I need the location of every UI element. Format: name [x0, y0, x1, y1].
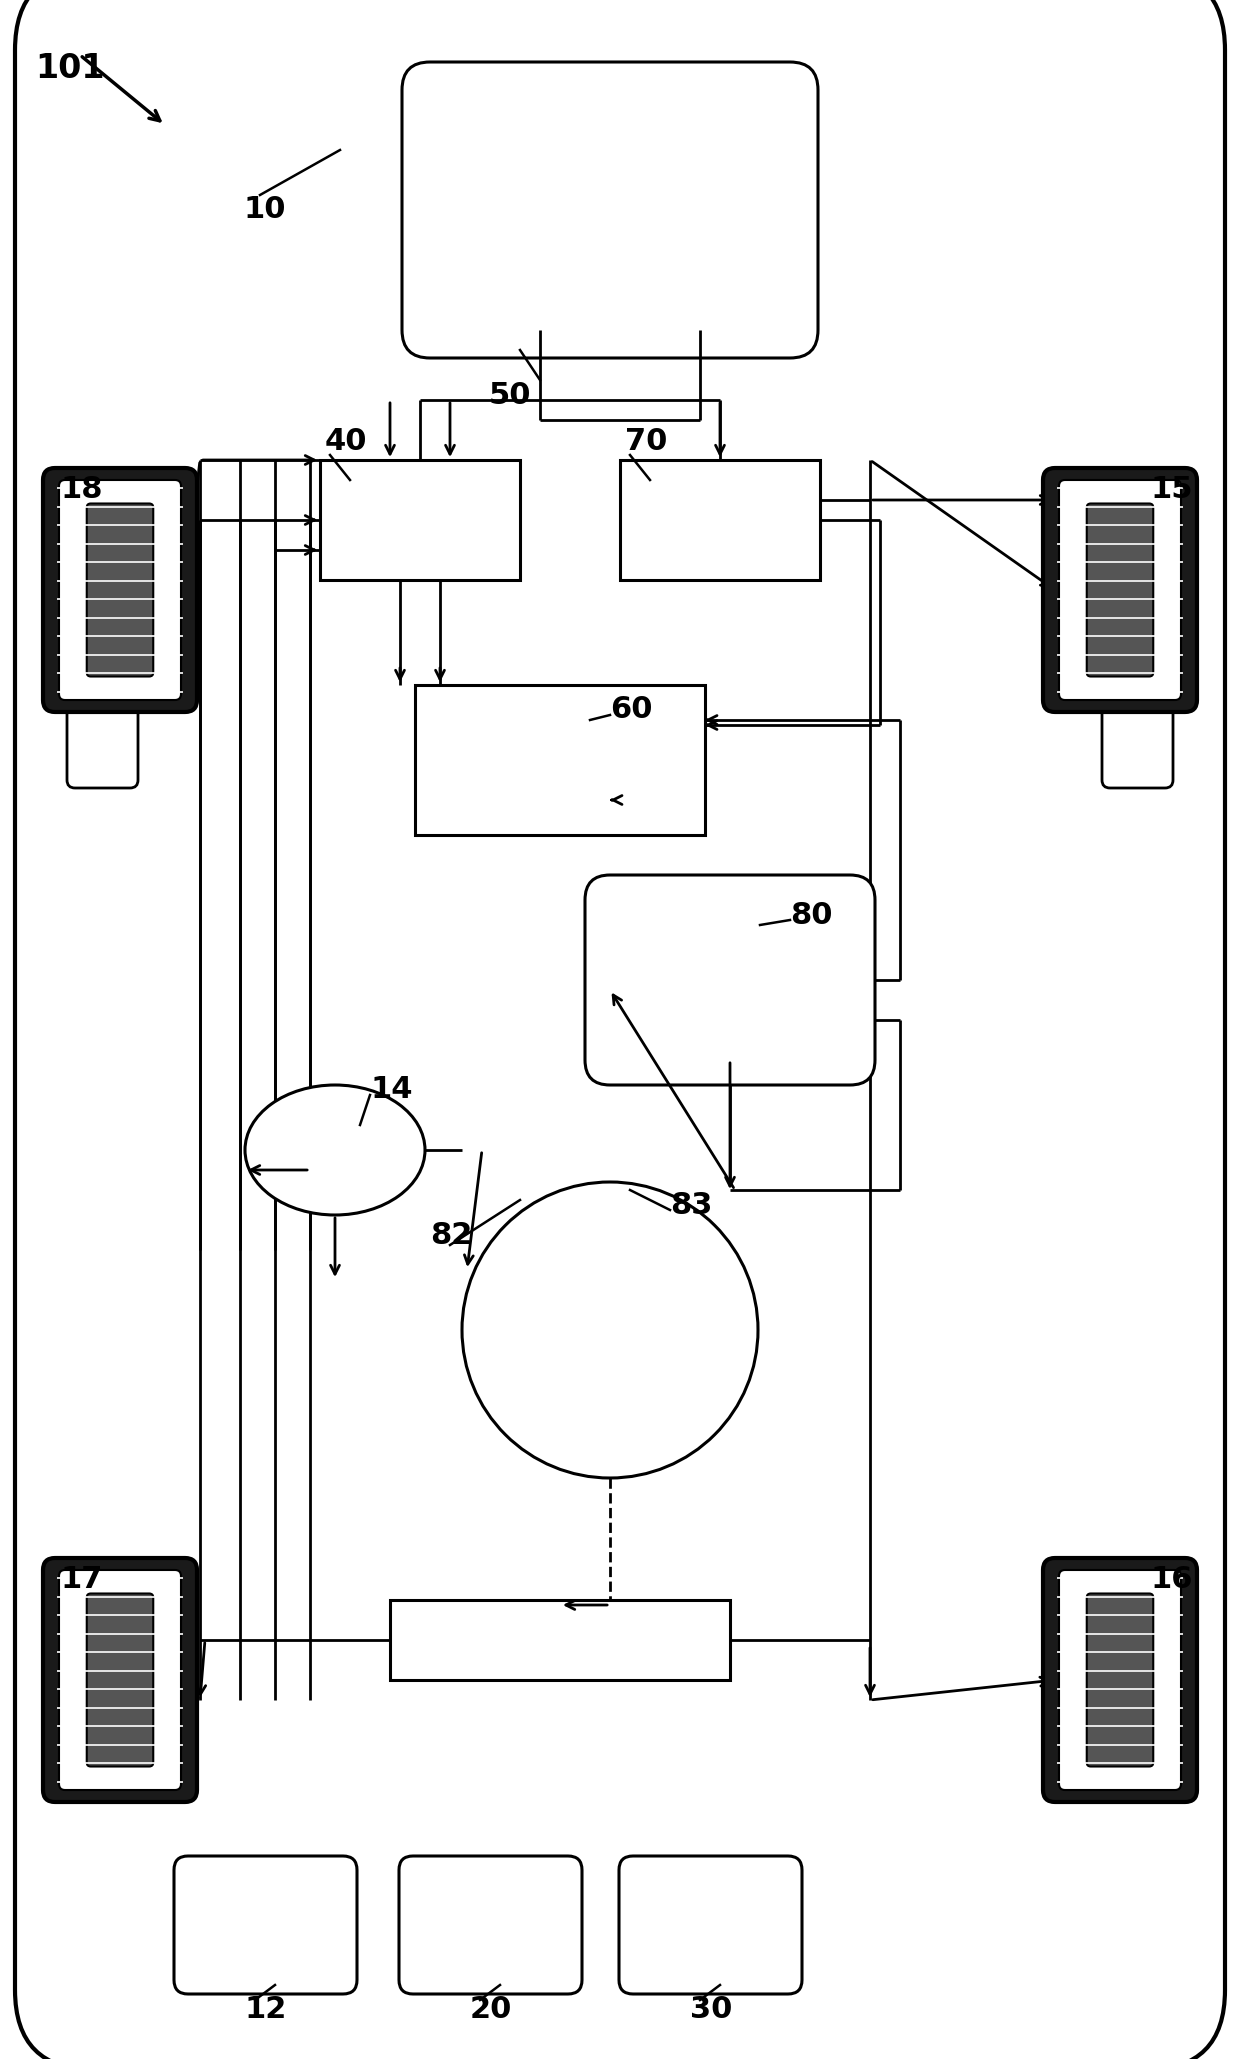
Text: 101: 101 — [35, 51, 104, 84]
FancyBboxPatch shape — [87, 504, 154, 677]
Text: 82: 82 — [430, 1221, 472, 1250]
FancyBboxPatch shape — [402, 62, 818, 358]
FancyBboxPatch shape — [585, 875, 875, 1085]
Bar — [415, 686, 706, 836]
Text: 10: 10 — [244, 196, 286, 224]
Text: 18: 18 — [60, 476, 103, 504]
FancyBboxPatch shape — [1043, 1559, 1197, 1802]
FancyBboxPatch shape — [1059, 1571, 1180, 1789]
Text: 83: 83 — [670, 1190, 712, 1219]
Text: 60: 60 — [610, 696, 652, 725]
Text: 30: 30 — [689, 1995, 733, 2024]
Bar — [320, 459, 520, 581]
Text: 50: 50 — [489, 381, 531, 410]
FancyBboxPatch shape — [1086, 1594, 1153, 1767]
Text: 40: 40 — [325, 428, 367, 457]
FancyBboxPatch shape — [43, 1559, 197, 1802]
FancyBboxPatch shape — [174, 1855, 357, 1993]
FancyBboxPatch shape — [1043, 467, 1197, 712]
FancyBboxPatch shape — [1102, 671, 1173, 789]
Text: 17: 17 — [60, 1565, 103, 1594]
FancyBboxPatch shape — [15, 0, 1225, 2059]
Circle shape — [463, 1182, 758, 1478]
Text: 12: 12 — [246, 1995, 288, 2024]
Bar — [391, 1600, 730, 1680]
FancyBboxPatch shape — [619, 1855, 802, 1993]
Ellipse shape — [246, 1085, 425, 1215]
FancyBboxPatch shape — [399, 1855, 582, 1993]
FancyBboxPatch shape — [43, 467, 197, 712]
Text: 80: 80 — [790, 900, 832, 929]
Text: 70: 70 — [625, 428, 667, 457]
FancyBboxPatch shape — [87, 1594, 154, 1767]
FancyBboxPatch shape — [1059, 480, 1180, 700]
Bar — [620, 459, 820, 581]
FancyBboxPatch shape — [60, 1571, 181, 1789]
Text: 14: 14 — [370, 1075, 413, 1104]
FancyBboxPatch shape — [1086, 504, 1153, 677]
FancyBboxPatch shape — [67, 671, 138, 789]
Text: 15: 15 — [1149, 476, 1193, 504]
Text: 16: 16 — [1149, 1565, 1193, 1594]
FancyBboxPatch shape — [60, 480, 181, 700]
Text: 20: 20 — [470, 1995, 512, 2024]
